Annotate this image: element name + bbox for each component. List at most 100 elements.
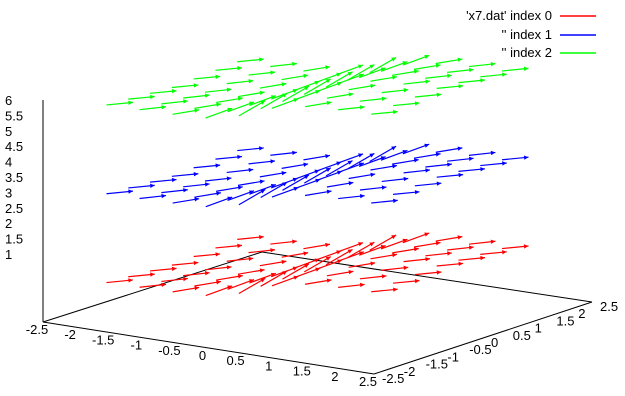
- vector-arrowhead: [237, 154, 242, 160]
- vector-arrow: [369, 234, 397, 251]
- x-tick-label: 1.5: [293, 364, 311, 379]
- vector-arrow: [227, 279, 255, 290]
- vector-arrowhead: [128, 278, 133, 283]
- vector-arrowhead: [348, 92, 354, 97]
- vector-arrowhead: [248, 79, 254, 84]
- vector-arrowhead: [325, 65, 330, 70]
- vector-arrowhead: [425, 168, 431, 173]
- vector-arrowhead: [216, 191, 221, 196]
- vector-arrow: [249, 183, 277, 195]
- vector-arrow: [369, 56, 397, 74]
- vector-arrowhead: [393, 198, 398, 203]
- vector-arrowhead: [391, 235, 397, 240]
- vector-arrowhead: [480, 78, 485, 83]
- vector-arrowhead: [468, 156, 474, 161]
- y-tick-label: -1.5: [426, 357, 448, 372]
- vector-arrowhead: [248, 256, 254, 261]
- vector-arrowhead: [424, 143, 430, 148]
- vector-arrowhead: [381, 274, 387, 279]
- vector-arrowhead: [260, 189, 266, 194]
- vector-arrowhead: [435, 63, 441, 68]
- vector-arrowhead: [171, 177, 177, 183]
- vector-arrowhead: [128, 189, 133, 194]
- vector-arrowhead: [270, 70, 276, 75]
- y-tick-label: 0: [491, 335, 498, 350]
- vector-arrowhead: [237, 66, 242, 71]
- vector-arrowhead: [359, 193, 365, 199]
- vector-arrowhead: [490, 150, 496, 156]
- vector-arrowhead: [171, 89, 177, 94]
- vector-arrow: [380, 238, 408, 250]
- vector-arrowhead: [194, 197, 200, 202]
- vector-arrowhead: [523, 66, 529, 71]
- vector-arrowhead: [447, 73, 452, 78]
- vector-arrow: [205, 107, 233, 119]
- vector-arrowhead: [425, 79, 431, 84]
- legend-entry-1: '' index 1: [502, 27, 596, 42]
- vector-arrowhead: [502, 161, 507, 166]
- vector-arrowhead: [237, 274, 243, 279]
- vector-arrowhead: [457, 235, 463, 240]
- vector-arrowhead: [370, 172, 376, 177]
- x-tick-label: 2.5: [359, 374, 377, 389]
- vector-arrowhead: [480, 255, 485, 261]
- vector-arrow: [249, 95, 277, 106]
- y-tick-label: -1: [447, 349, 459, 364]
- vector-arrowhead: [468, 67, 474, 73]
- vector-arrowhead: [403, 265, 409, 270]
- z-tick-label: 2: [5, 216, 12, 231]
- vector-arrowhead: [413, 69, 419, 74]
- vector-arrowhead: [204, 271, 210, 276]
- vector-arrow: [282, 263, 310, 280]
- vector-arrowhead: [490, 239, 496, 244]
- vector-arrowhead: [292, 239, 297, 244]
- vector-arrowhead: [414, 101, 420, 106]
- vector-arrowhead: [204, 182, 210, 187]
- vector-arrow: [402, 54, 430, 66]
- series-index-2: [106, 54, 529, 119]
- vector-arrowhead: [215, 252, 221, 257]
- vector-arrowhead: [270, 248, 276, 253]
- vector-arrow: [260, 92, 288, 110]
- y-tick-label: 0.5: [513, 328, 531, 343]
- legend: 'x7.dat' index 0 '' index 1 '' index 2: [466, 8, 596, 60]
- vector-arrow: [325, 160, 353, 177]
- vector-arrowhead: [237, 185, 243, 190]
- vector-arrow: [402, 143, 430, 155]
- vector-arrowhead: [194, 286, 200, 291]
- vector-arrow: [227, 190, 255, 202]
- vector-arrow: [347, 64, 375, 81]
- vector-arrowhead: [435, 241, 441, 246]
- vector-arrow: [336, 242, 364, 253]
- vector-arrowhead: [128, 100, 133, 105]
- vector-arrow: [380, 149, 408, 161]
- vector-arrowhead: [348, 269, 354, 275]
- vector-arrow: [303, 256, 332, 273]
- legend-entry-0: 'x7.dat' index 0: [466, 8, 596, 23]
- vector-arrowhead: [347, 160, 353, 165]
- vector-arrow: [347, 241, 375, 259]
- z-tick-label: 1.5: [5, 232, 23, 247]
- vector-arrowhead: [502, 72, 507, 77]
- x-tick-label: 0: [199, 348, 206, 363]
- vector-arrowhead: [326, 100, 332, 106]
- y-ticks: -2.5 -2 -1.5 -1 -0.5 0 0.5 1 1.5 2 2.5: [382, 299, 618, 386]
- vector-arrowhead: [392, 164, 397, 169]
- vector-arrowhead: [270, 159, 276, 164]
- vector-arrowhead: [150, 183, 155, 188]
- vector-arrowhead: [369, 153, 375, 158]
- vector-arrow: [260, 181, 288, 199]
- vector-arrowhead: [358, 153, 364, 158]
- vector-arrowhead: [281, 259, 287, 265]
- vector-arrowhead: [393, 287, 398, 292]
- vector-arrowhead: [183, 99, 188, 104]
- vector-arrowhead: [215, 74, 221, 79]
- vector-arrowhead: [171, 266, 177, 271]
- vector-arrowhead: [215, 163, 221, 168]
- z-tick-label: 4.5: [5, 139, 23, 154]
- vector-arrowhead: [303, 263, 309, 268]
- legend-label-1: '' index 1: [502, 27, 553, 42]
- vector-arrow: [336, 153, 364, 165]
- vector-arrowhead: [369, 242, 375, 247]
- vector-arrowhead: [204, 93, 210, 98]
